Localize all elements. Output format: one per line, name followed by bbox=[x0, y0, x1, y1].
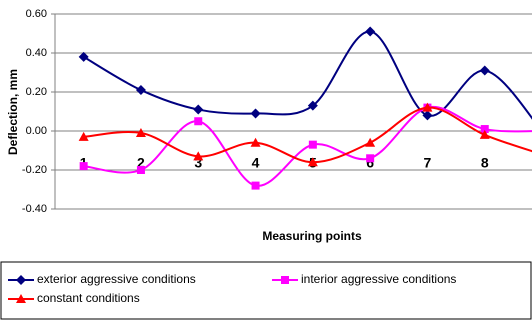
marker bbox=[78, 51, 89, 62]
marker bbox=[79, 162, 88, 171]
marker bbox=[194, 117, 203, 126]
marker bbox=[78, 131, 89, 141]
marker bbox=[250, 108, 261, 119]
y-tick-label: 0.60 bbox=[26, 8, 47, 20]
y-tick-label: 0.20 bbox=[26, 86, 47, 98]
legend-label: interior aggressive conditions bbox=[301, 272, 456, 286]
marker bbox=[135, 85, 146, 96]
marker bbox=[250, 137, 261, 147]
marker bbox=[281, 276, 289, 284]
legend-box bbox=[0, 261, 532, 320]
plot-border bbox=[54, 13, 532, 210]
x-tick-label: 6 bbox=[366, 155, 374, 171]
marker bbox=[193, 104, 204, 115]
y-tick-label: -0.40 bbox=[22, 203, 47, 215]
legend-label: constant conditions bbox=[37, 291, 140, 305]
marker bbox=[251, 181, 260, 190]
marker bbox=[365, 137, 376, 147]
series-line bbox=[83, 30, 532, 120]
marker bbox=[193, 151, 204, 161]
marker bbox=[136, 166, 145, 174]
marker bbox=[307, 157, 318, 167]
x-tick-label: 7 bbox=[424, 155, 432, 171]
marker bbox=[365, 26, 376, 37]
marker bbox=[16, 275, 26, 285]
x-tick-label: 2 bbox=[137, 155, 145, 171]
y-axis-title: Deflection, mm bbox=[6, 69, 20, 155]
marker bbox=[479, 129, 490, 139]
legend-label: exterior aggressive conditions bbox=[37, 272, 196, 286]
y-tick-label: 0.00 bbox=[26, 125, 47, 137]
x-tick-label: 4 bbox=[252, 155, 260, 171]
y-tick-label: 0.40 bbox=[26, 47, 47, 59]
x-tick-label: 3 bbox=[194, 155, 202, 171]
marker bbox=[422, 102, 433, 112]
marker bbox=[135, 127, 146, 137]
marker bbox=[308, 140, 317, 149]
marker bbox=[307, 100, 318, 111]
marker bbox=[479, 65, 490, 76]
x-tick-label: 8 bbox=[481, 155, 489, 171]
marker bbox=[422, 110, 433, 121]
y-tick-label: -0.20 bbox=[22, 164, 47, 176]
marker bbox=[16, 294, 26, 303]
x-axis-title: Measuring points bbox=[262, 229, 362, 243]
marker bbox=[366, 154, 375, 163]
marker bbox=[480, 125, 489, 134]
